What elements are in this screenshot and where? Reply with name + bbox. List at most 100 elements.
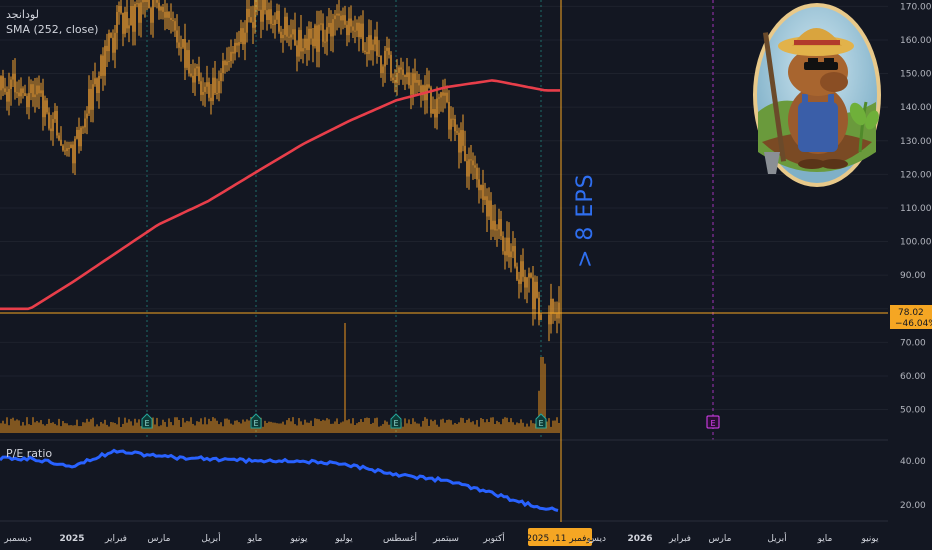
- volume-bar: [356, 423, 358, 433]
- upcoming-earnings-marker[interactable]: E: [706, 415, 720, 429]
- candle-body: [116, 11, 118, 33]
- symbol-title[interactable]: لودانجد: [6, 8, 39, 21]
- candle-body: [164, 11, 166, 18]
- volume-bar: [374, 418, 376, 433]
- candle-body: [184, 39, 186, 68]
- candle-body: [14, 73, 16, 93]
- price-axis: 170.00 160.00 150.00 140.00 130.00 120.00 110.…: [900, 2, 932, 415]
- x-axis-label: مارس: [148, 534, 171, 544]
- volume-bar: [228, 419, 230, 433]
- candle-body: [186, 50, 188, 68]
- volume-bar: [130, 421, 132, 433]
- candle-body: [130, 6, 132, 26]
- volume-bar: [438, 426, 440, 433]
- earnings-marker[interactable]: E: [390, 413, 402, 429]
- volume-bar: [484, 422, 486, 433]
- volume-bar: [512, 422, 514, 433]
- candle-body: [364, 50, 366, 53]
- candle-body: [368, 35, 370, 54]
- pe-tick-label: 40.00: [900, 457, 926, 467]
- candle-body: [18, 92, 20, 97]
- candle-body: [556, 312, 558, 319]
- candle-body: [466, 161, 468, 177]
- candle-body: [244, 32, 246, 45]
- candle-body: [268, 9, 270, 21]
- candle-body: [330, 22, 332, 37]
- volume-bar: [188, 421, 190, 433]
- volume-bar: [254, 425, 256, 433]
- candle-body: [0, 76, 2, 91]
- volume-bar: [554, 420, 556, 433]
- volume-bar: [268, 421, 270, 433]
- volume-bar: [296, 425, 298, 433]
- candle-body: [34, 94, 36, 98]
- volume-bar: [490, 417, 492, 433]
- candle-body: [66, 148, 68, 152]
- earnings-marker[interactable]: E: [250, 413, 262, 429]
- candle-body: [510, 251, 512, 258]
- volume-bar: [534, 423, 536, 433]
- volume-bar: [182, 417, 184, 433]
- volume-bar: [288, 418, 290, 433]
- volume-bar: [160, 425, 162, 433]
- earnings-marker[interactable]: E: [141, 413, 153, 429]
- volume-bar: [2, 420, 4, 433]
- volume-bar: [496, 420, 498, 433]
- volume-bar: [114, 422, 116, 433]
- price-tick-label: 60.00: [900, 372, 926, 382]
- candle-body: [472, 160, 474, 166]
- candle-body: [32, 84, 34, 98]
- volume-bar: [126, 422, 128, 433]
- crosshair: [0, 0, 888, 522]
- candle-body: [444, 92, 446, 96]
- volume-bar: [14, 420, 16, 433]
- candle-body: [196, 66, 198, 69]
- candle-body: [530, 273, 532, 278]
- price-tick-label: 130.00: [900, 137, 932, 147]
- candle-body: [340, 15, 342, 21]
- volume-bar: [82, 422, 84, 433]
- volume-bar: [538, 390, 540, 433]
- volume-bar: [292, 417, 294, 433]
- price-tick-label: 100.00: [900, 238, 932, 248]
- volume-bar: [88, 421, 90, 433]
- x-axis-label: مايو: [247, 534, 263, 544]
- candle-body: [400, 67, 402, 70]
- candle-body: [518, 279, 520, 284]
- volume-bar: [118, 417, 120, 433]
- volume-bar: [382, 424, 384, 433]
- candle-body: [30, 84, 32, 94]
- candle-body: [174, 21, 176, 31]
- volume-bar: [298, 418, 300, 433]
- earnings-marker[interactable]: E: [535, 413, 547, 429]
- volume-bar: [498, 422, 500, 433]
- volume-bar: [324, 420, 326, 433]
- candle-body: [120, 6, 122, 13]
- volume-bar: [480, 417, 482, 433]
- volume-bar: [478, 426, 480, 433]
- volume-bar: [360, 419, 362, 433]
- candle-body: [306, 38, 308, 51]
- candle-body: [344, 15, 346, 25]
- volume-bar: [422, 420, 424, 433]
- volume-bar: [74, 425, 76, 433]
- volume-bar: [428, 425, 430, 433]
- earnings-marker-label: E: [144, 419, 149, 428]
- candle-body: [188, 50, 190, 74]
- candle-body: [328, 22, 330, 28]
- candle-body: [376, 36, 378, 56]
- pe-legend[interactable]: P/E ratio: [6, 447, 53, 460]
- volume-bar: [80, 426, 82, 433]
- volume-bar: [504, 417, 506, 433]
- sma-legend[interactable]: SMA (252, close): [6, 23, 99, 36]
- candle-body: [12, 73, 14, 80]
- candle-body: [334, 15, 336, 20]
- price-tick-label: 160.00: [900, 36, 932, 46]
- candle-body: [48, 112, 50, 129]
- volume-bar: [104, 419, 106, 433]
- candle-body: [370, 35, 372, 51]
- candle-body: [218, 81, 220, 94]
- candle-body: [528, 273, 530, 278]
